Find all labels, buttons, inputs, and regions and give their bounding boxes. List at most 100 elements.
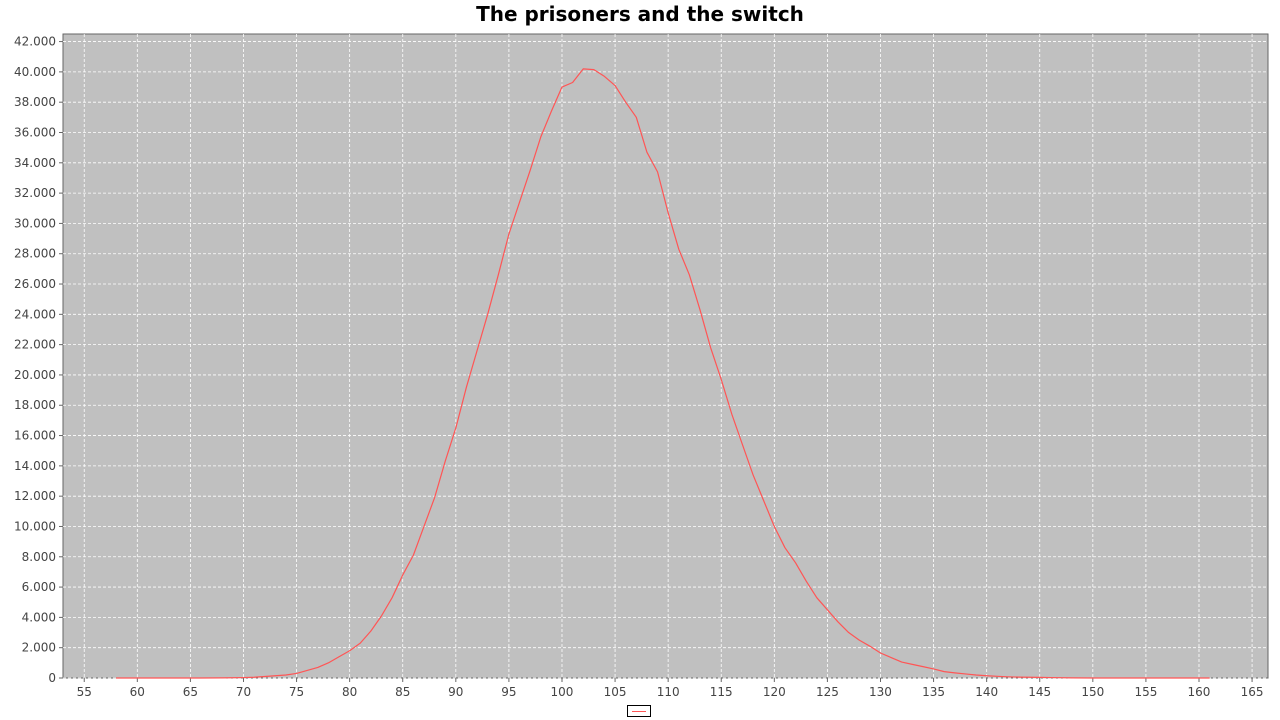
data-point	[466, 386, 467, 387]
data-point	[731, 414, 732, 415]
data-point	[678, 249, 679, 250]
data-point	[668, 212, 669, 213]
y-tick-label: 30.000	[14, 216, 56, 230]
grid-lines	[63, 34, 1268, 679]
data-point	[827, 609, 828, 610]
x-tick-label: 135	[922, 685, 945, 699]
y-tick-label: 0	[48, 671, 56, 685]
data-point	[1145, 677, 1146, 678]
legend-swatch	[632, 711, 646, 712]
data-point	[434, 497, 435, 498]
y-tick-label: 26.000	[14, 277, 56, 291]
y-tick-label: 18.000	[14, 398, 56, 412]
data-point	[402, 574, 403, 575]
data-point	[795, 562, 796, 563]
data-point	[954, 672, 955, 673]
data-point	[975, 674, 976, 675]
data-point	[572, 82, 573, 83]
x-tick-label: 65	[183, 685, 198, 699]
data-point	[455, 427, 456, 428]
x-tick-label: 105	[604, 685, 627, 699]
data-point	[540, 136, 541, 137]
x-tick-label: 145	[1028, 685, 1051, 699]
data-point	[657, 171, 658, 172]
data-point	[317, 667, 318, 668]
data-point	[264, 676, 265, 677]
data-point	[158, 677, 159, 678]
data-point	[1177, 677, 1178, 678]
data-point	[498, 274, 499, 275]
data-point	[986, 675, 987, 676]
data-point	[806, 580, 807, 581]
x-tick-label: 75	[289, 685, 304, 699]
data-point	[115, 677, 116, 678]
data-point	[487, 314, 488, 315]
legend	[627, 705, 651, 717]
data-point	[1092, 677, 1093, 678]
data-point	[296, 673, 297, 674]
x-tick-label: 140	[975, 685, 998, 699]
data-point	[614, 85, 615, 86]
chart-title: The prisoners and the switch	[476, 2, 804, 26]
series-layer	[115, 68, 1210, 679]
data-point	[508, 233, 509, 234]
y-tick-label: 38.000	[14, 95, 56, 109]
data-point	[360, 643, 361, 644]
data-point	[583, 68, 584, 69]
data-point	[763, 500, 764, 501]
y-tick-label: 24.000	[14, 307, 56, 321]
data-point	[222, 677, 223, 678]
x-tick-label: 125	[816, 685, 839, 699]
data-point	[593, 69, 594, 70]
data-point	[859, 640, 860, 641]
data-point	[1007, 676, 1008, 677]
y-tick-label: 8.000	[22, 550, 56, 564]
x-tick-label: 120	[763, 685, 786, 699]
data-point	[1039, 677, 1040, 678]
data-point	[869, 646, 870, 647]
data-point	[370, 630, 371, 631]
y-tick-label: 42.000	[14, 35, 56, 49]
y-tick-label: 16.000	[14, 429, 56, 443]
x-tick-label: 95	[501, 685, 516, 699]
x-tick-label: 160	[1188, 685, 1211, 699]
y-tick-label: 28.000	[14, 247, 56, 261]
data-point	[561, 86, 562, 87]
x-tick-label: 130	[869, 685, 892, 699]
data-point	[243, 677, 244, 678]
data-point	[1113, 677, 1114, 678]
y-tick-label: 34.000	[14, 156, 56, 170]
x-tick-label: 85	[395, 685, 410, 699]
data-point	[912, 664, 913, 665]
data-point	[636, 117, 637, 118]
data-point	[689, 274, 690, 275]
data-point	[933, 668, 934, 669]
x-tick-label: 60	[130, 685, 145, 699]
data-point	[922, 666, 923, 667]
data-point	[254, 677, 255, 678]
data-point	[742, 444, 743, 445]
data-point	[699, 309, 700, 310]
x-tick-label: 70	[236, 685, 251, 699]
data-point	[200, 677, 201, 678]
x-tick-label: 110	[657, 685, 680, 699]
data-point	[901, 661, 902, 662]
data-point	[710, 347, 711, 348]
series-line	[116, 68, 1210, 679]
data-point	[880, 652, 881, 653]
y-tick-label: 32.000	[14, 186, 56, 200]
data-point	[944, 671, 945, 672]
data-point	[1018, 676, 1019, 677]
y-tick-label: 36.000	[14, 125, 56, 139]
y-tick-label: 40.000	[14, 65, 56, 79]
x-tick-label: 150	[1081, 685, 1104, 699]
data-point	[307, 670, 308, 671]
data-point	[1071, 677, 1072, 678]
data-point	[752, 474, 753, 475]
data-point	[965, 673, 966, 674]
y-tick-label: 22.000	[14, 338, 56, 352]
x-tick-label: 155	[1134, 685, 1157, 699]
data-point	[816, 597, 817, 598]
x-tick-label: 80	[342, 685, 357, 699]
